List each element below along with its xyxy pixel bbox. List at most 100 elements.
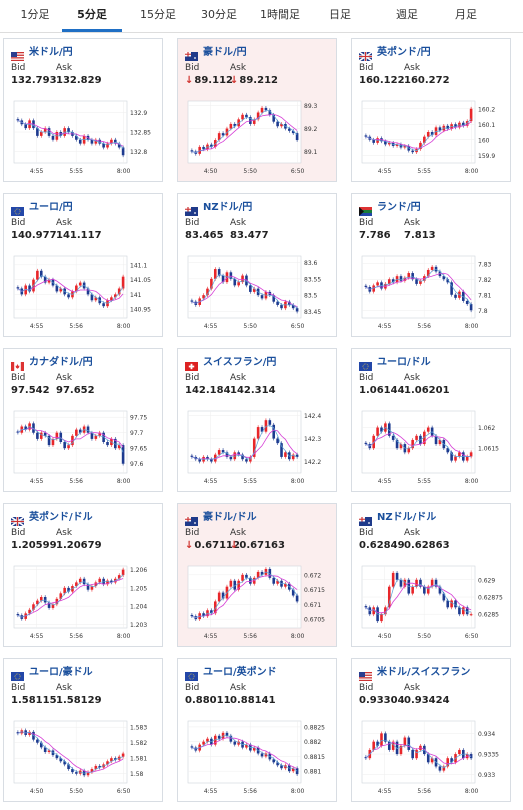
candle-body — [387, 586, 391, 608]
mini-chart[interactable]: 1.583 1.582 1.581 1.58 4:50 5:50 6:50 — [12, 715, 155, 799]
x-tick-label: 8:00 — [117, 478, 131, 485]
pair-link[interactable]: ランド/円 — [377, 201, 421, 213]
pair-link[interactable]: ユーロ/ドル — [377, 356, 431, 368]
pair-link[interactable]: NZドル/ドル — [377, 511, 437, 523]
pair-link[interactable]: 英ポンド/円 — [377, 46, 431, 58]
mini-chart[interactable]: 0.8825 0.882 0.8815 0.881 4:55 5:56 8:00 — [186, 715, 329, 799]
pair-link[interactable]: 英ポンド/ドル — [29, 511, 93, 523]
x-tick-label: 4:55 — [378, 168, 392, 175]
tab-7[interactable]: 月足 — [455, 8, 477, 21]
candle-body — [78, 578, 82, 583]
currency-card[interactable]: カナダドル/円 Bid Ask 97.542 97.652 97.75 97.7 97.65 9… — [3, 348, 163, 492]
x-tick-label: 4:55 — [204, 478, 218, 485]
bid-value: 83.465 — [185, 230, 224, 241]
flag-us-icon — [359, 666, 372, 681]
pair-link[interactable]: ユーロ/円 — [29, 201, 73, 213]
candle-body — [376, 427, 379, 436]
currency-card[interactable]: NZドル/円 Bid Ask 83.465 83.477 83.6 83.55 83.5 83.… — [177, 193, 337, 337]
candle-body — [372, 607, 375, 615]
candle-body — [39, 742, 43, 748]
currency-card[interactable]: 米ドル/スイスフラン Bid Ask 0.93304 0.93424 0.934 0.933… — [351, 658, 511, 802]
flag-ch-icon — [185, 356, 198, 371]
pair-link[interactable]: 豪ドル/円 — [203, 46, 247, 58]
pair-link[interactable]: 豪ドル/ドル — [203, 511, 257, 523]
candle-body — [364, 442, 368, 445]
mini-chart[interactable]: 160.2 160.1 160 159.9 4:55 5:55 8:00 — [360, 95, 503, 179]
tab-2[interactable]: 15分足 — [140, 8, 176, 21]
ask-value: 1.58129 — [56, 695, 102, 706]
candle-body — [78, 139, 82, 144]
x-tick-label: 8:00 — [291, 788, 305, 795]
pair-link[interactable]: ユーロ/英ポンド — [203, 666, 277, 678]
currency-card[interactable]: 英ポンド/円 Bid Ask 160.122 160.272 160.2 160.1 160 1… — [351, 38, 511, 182]
currency-card[interactable]: ランド/円 Bid Ask 7.786 7.813 7.83 7.82 7.81 7.8 4:55… — [351, 193, 511, 337]
candle-body — [98, 432, 102, 436]
tab-3[interactable]: 30分足 — [201, 8, 237, 21]
mini-chart[interactable]: 141.1 141.05 141 140.95 4:55 5:56 8:00 — [12, 250, 155, 334]
mini-chart[interactable]: 0.672 0.6715 0.671 0.6705 4:55 5:56 8:00 — [186, 560, 329, 644]
mini-chart[interactable]: 132.9 132.85 132.8 4:55 5:55 8:00 — [12, 95, 155, 179]
currency-card[interactable]: スイスフラン/円 Bid Ask 142.184 142.314 142.4 142.3 14… — [177, 348, 337, 492]
candle-body — [415, 579, 418, 587]
mini-chart[interactable]: 7.83 7.82 7.81 7.8 4:55 5:56 8:00 — [360, 250, 503, 334]
y-tick-label: 141.1 — [130, 262, 147, 269]
mini-chart[interactable]: 1.062 1.0615 4:55 5:55 8:00 — [360, 405, 503, 489]
ask-label: Ask — [56, 63, 73, 73]
candlestick-chart: 0.934 0.9335 0.933 4:55 5:56 8:00 — [361, 720, 499, 795]
mini-chart[interactable]: 0.629 0.62875 0.6285 4:50 5:50 6:50 — [360, 560, 503, 644]
candle-body — [16, 431, 20, 433]
candle-body — [217, 133, 221, 141]
mini-chart[interactable]: 142.4 142.3 142.2 4:55 5:55 8:00 — [186, 405, 329, 489]
candle-body — [454, 124, 457, 128]
bid-text: 83.465 — [185, 230, 224, 241]
tab-1[interactable]: 5分足 — [62, 0, 122, 32]
bid-text: 160.122 — [359, 75, 405, 86]
candle-body — [252, 288, 256, 292]
tab-0[interactable]: 1分足 — [20, 8, 50, 21]
ma-line-short — [17, 574, 124, 618]
pair-link[interactable]: ユーロ/豪ドル — [29, 666, 93, 678]
currency-card[interactable]: ユーロ/円 Bid Ask 140.977 141.117 141.1 141.05 141 1… — [3, 193, 163, 337]
candlestick-chart: 1.583 1.582 1.581 1.58 4:50 5:50 6:50 — [13, 720, 147, 795]
down-arrow-icon: ↓ — [230, 75, 239, 86]
currency-card[interactable]: NZドル/ドル Bid Ask 0.62849 0.62863 0.629 0.62875 0… — [351, 503, 511, 647]
currency-card[interactable]: ユーロ/英ポンド Bid Ask 0.88011 0.88141 0.8825 0.882 0… — [177, 658, 337, 802]
candle-body — [256, 571, 260, 578]
candle-body — [190, 746, 194, 748]
currency-card[interactable]: ユーロ/豪ドル Bid Ask 1.58115 1.58129 1.583 1.582 1.5… — [3, 658, 163, 802]
currency-card[interactable]: 米ドル/円 Bid Ask 132.793 132.829 132.9 132.85 132.… — [3, 38, 163, 182]
bid-value: ↓0.67112 — [185, 540, 240, 551]
pair-link[interactable]: 米ドル/円 — [29, 46, 73, 58]
currency-card[interactable]: 豪ドル/ドル Bid Ask ↓0.67112 ↓0.67163 0.672 0.6715 0… — [177, 503, 337, 647]
mini-chart[interactable]: 97.75 97.7 97.65 97.6 4:55 5:56 8:00 — [12, 405, 155, 489]
candle-body — [391, 572, 395, 587]
currency-card[interactable]: ユーロ/ドル Bid Ask 1.06144 1.06201 1.062 1.0615 4:5… — [351, 348, 511, 492]
flag-eu-icon — [11, 666, 24, 681]
mini-chart[interactable]: 0.934 0.9335 0.933 4:55 5:56 8:00 — [360, 715, 503, 799]
y-tick-label: 0.882 — [304, 739, 321, 746]
pair-link[interactable]: カナダドル/円 — [29, 356, 93, 368]
mini-chart[interactable]: 89.3 89.2 89.1 4:50 5:50 6:50 — [186, 95, 329, 179]
mini-chart[interactable]: 1.206 1.205 1.204 1.203 4:55 5:56 8:00 — [12, 560, 155, 644]
y-tick-label: 0.672 — [304, 572, 321, 579]
tab-6[interactable]: 週足 — [396, 8, 418, 21]
tab-5[interactable]: 日足 — [329, 8, 351, 21]
bid-value: 160.122 — [359, 75, 405, 86]
ma-line-long — [17, 278, 124, 302]
pair-link[interactable]: 米ドル/スイスフラン — [377, 666, 471, 678]
candle-body — [202, 741, 205, 745]
candle-body — [364, 606, 368, 608]
currency-card[interactable]: 英ポンド/ドル Bid Ask 1.20599 1.20679 1.206 1.205 1.2… — [3, 503, 163, 647]
candle-body — [419, 280, 422, 284]
candle-body — [24, 124, 27, 129]
currency-card[interactable]: 豪ドル/円 Bid Ask ↓89.112 ↓89.212 89.3 89.2 89.1 4:5… — [177, 38, 337, 182]
mini-chart[interactable]: 83.6 83.55 83.5 83.45 4:55 5:50 6:50 — [186, 250, 329, 334]
candle-body — [98, 139, 102, 144]
tab-4[interactable]: 1時間足 — [260, 8, 300, 21]
pair-link[interactable]: NZドル/円 — [203, 201, 253, 213]
pair-link[interactable]: スイスフラン/円 — [203, 356, 277, 368]
candle-body — [395, 741, 399, 755]
candle-body — [24, 426, 27, 430]
ask-text: 7.813 — [404, 230, 436, 241]
candle-body — [75, 429, 78, 436]
